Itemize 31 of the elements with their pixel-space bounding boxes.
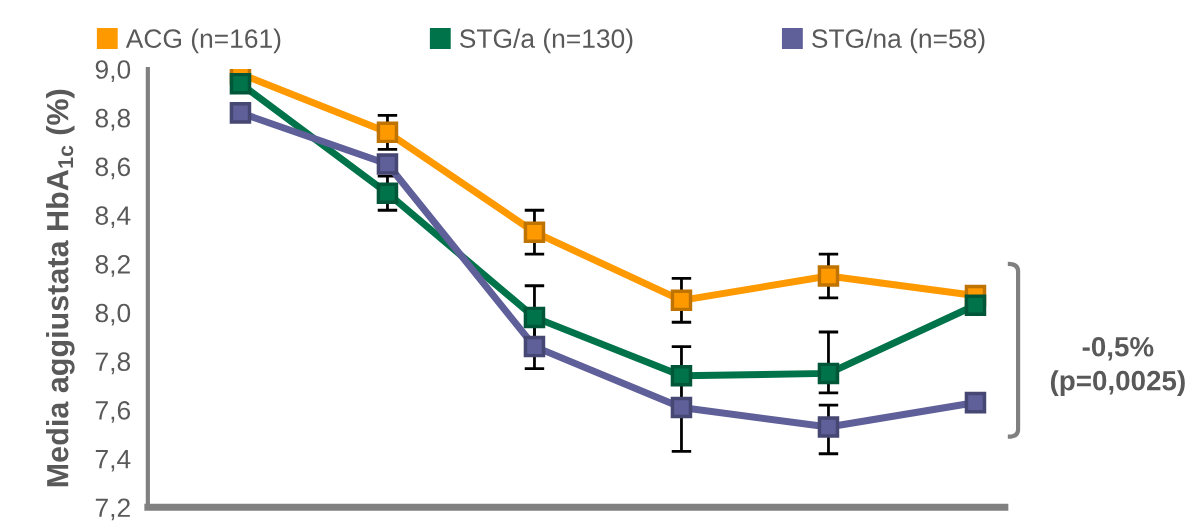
point	[964, 294, 987, 316]
legend-label: STG/a (n=130)	[459, 28, 633, 54]
y-tick-label: 7,2	[95, 498, 130, 521]
point	[376, 182, 399, 204]
legend-label: STG/na (n=58)	[812, 28, 985, 54]
y-tick-label: 8,4	[95, 206, 131, 229]
y-axis-title: Media aggiustata HbA$_{1c}$ (%)	[46, 89, 75, 487]
point	[229, 72, 252, 95]
point	[523, 335, 546, 358]
point	[523, 221, 546, 243]
point	[817, 265, 840, 287]
legend-label: ACG (n=161)	[125, 28, 281, 54]
point	[817, 416, 840, 438]
point	[229, 102, 252, 124]
y-tick-label: 7,8	[95, 352, 131, 375]
y-tick-label: 8,6	[95, 157, 131, 180]
point	[817, 362, 840, 385]
y-tick-label: 7,4	[95, 450, 131, 472]
point	[964, 391, 987, 414]
y-tick-label: 7,6	[95, 401, 131, 423]
text: -0,5% (p=0,0025)	[1050, 336, 1185, 397]
point	[670, 289, 693, 312]
y-tick-label: 9,0	[95, 60, 131, 82]
point	[523, 306, 546, 329]
point	[670, 365, 693, 387]
point	[376, 153, 399, 175]
y-tick-label: 8,8	[95, 108, 131, 131]
y-tick-label: 8,0	[95, 303, 131, 326]
y-tick-label: 8,2	[95, 254, 130, 277]
point	[376, 121, 399, 144]
point	[670, 396, 693, 419]
